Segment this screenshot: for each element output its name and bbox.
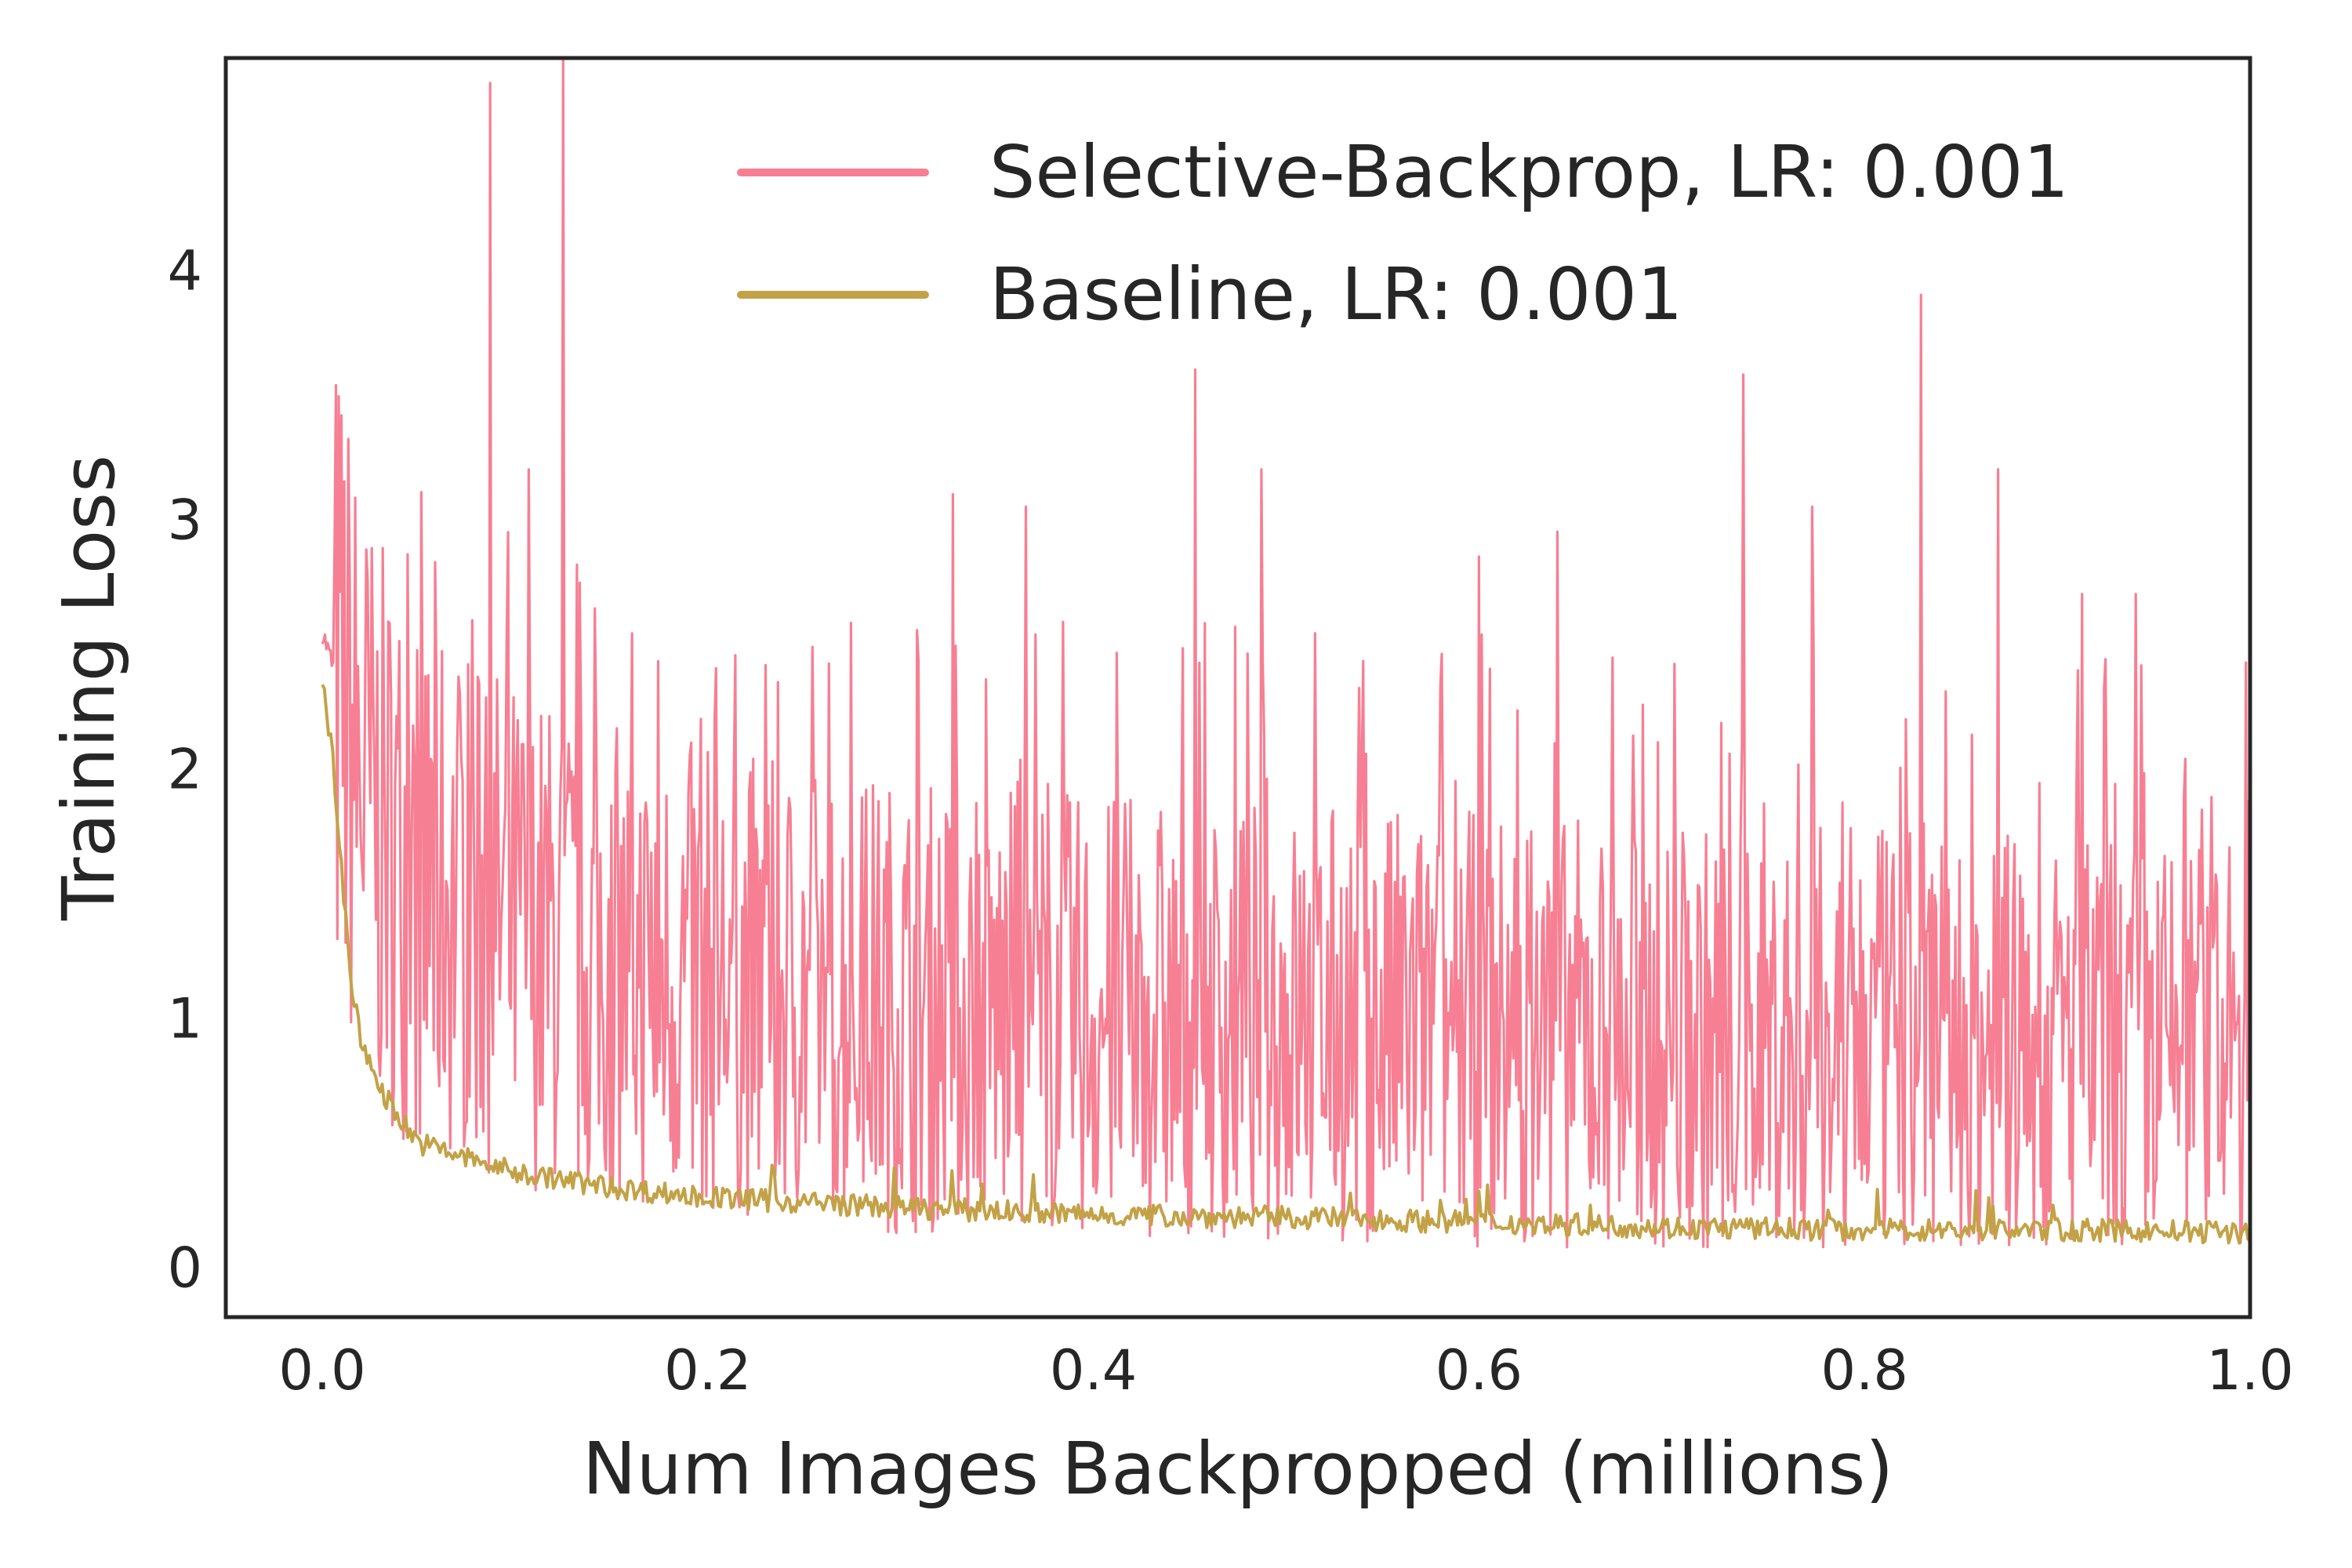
plot-area [223,56,2252,1319]
x-tick-label: 0.0 [278,1338,365,1403]
y-tick-label: 2 [167,737,202,801]
legend-label-selective-backprop: Selective-Backprop, LR: 0.001 [989,130,2069,214]
y-axis-ticks: 0 1 2 3 4 [167,238,202,1300]
x-tick-label: 0.8 [1821,1338,1908,1403]
x-axis-label: Num Images Backpropped (millions) [583,1427,1893,1511]
x-tick-label: 1.0 [2206,1338,2293,1403]
y-tick-label: 1 [167,986,202,1051]
legend-label-baseline: Baseline, LR: 0.001 [989,252,1683,336]
plot-frame [223,56,2252,1319]
series-line-baseline [321,684,2252,1245]
y-axis-label: Training Loss [47,455,131,921]
x-tick-label: 0.4 [1050,1338,1137,1403]
y-tick-label: 3 [167,488,202,552]
series-line-selective-backprop [321,56,2252,1249]
series-layer [321,56,2252,1249]
x-axis-ticks: 0.0 0.2 0.4 0.6 0.8 1.0 [278,1338,2293,1403]
y-tick-label: 4 [167,238,202,303]
legend: Selective-Backprop, LR: 0.001 Baseline, … [737,130,2069,336]
y-tick-label: 0 [167,1236,202,1300]
x-tick-label: 0.2 [664,1338,751,1403]
x-tick-label: 0.6 [1436,1338,1523,1403]
